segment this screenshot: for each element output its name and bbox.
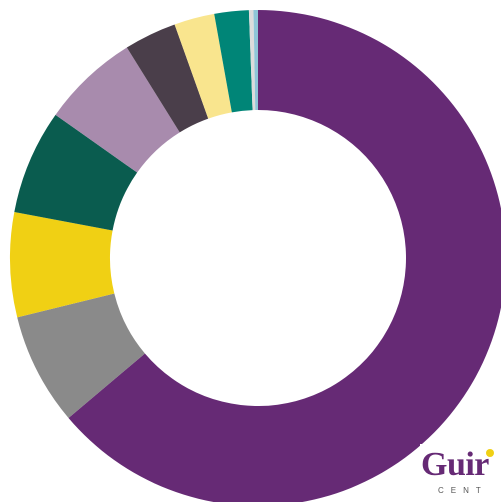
donut-slice-4: [14, 114, 138, 231]
donut-slice-6: [126, 24, 209, 133]
donut-slice-5: [55, 47, 180, 173]
donut-slice-2: [17, 293, 145, 418]
donut-slice-7: [174, 13, 232, 119]
brand-logo-dot: [486, 449, 494, 457]
donut-slice-8: [214, 10, 253, 113]
donut-slice-10: [253, 10, 258, 111]
donut-slice-9: [248, 10, 256, 111]
donut-slice-3: [9, 211, 115, 318]
brand-logo-subtitle: CENT: [438, 486, 488, 495]
brand-logo-word: Guir: [421, 446, 489, 483]
donut-slice-1: [68, 10, 501, 502]
brand-logo: Guir CENT: [420, 444, 501, 502]
